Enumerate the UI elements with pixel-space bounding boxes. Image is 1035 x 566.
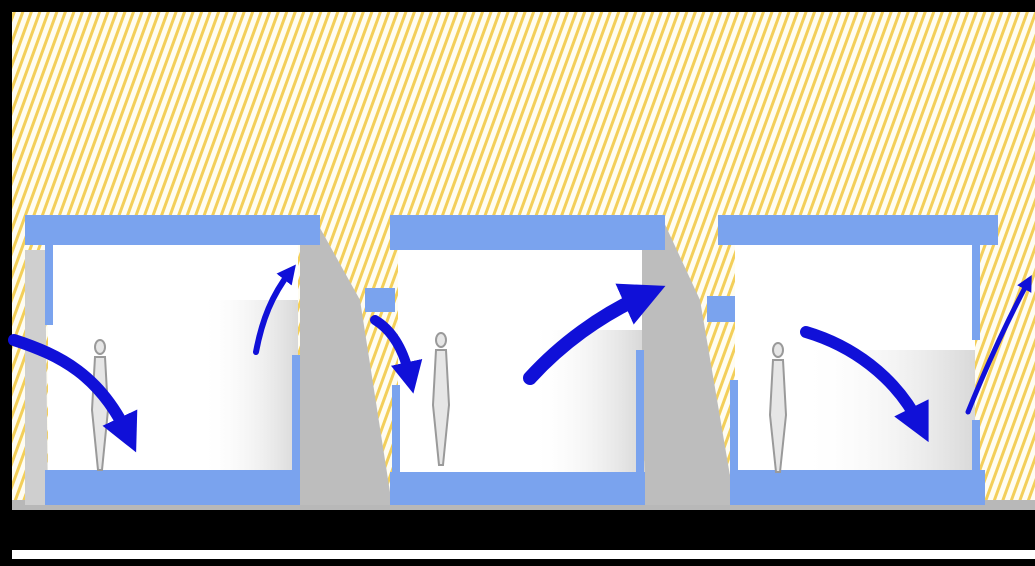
vent xyxy=(707,296,737,322)
wall xyxy=(292,355,300,470)
floor xyxy=(730,470,985,505)
roof xyxy=(390,215,665,250)
wall xyxy=(972,245,980,340)
bottom-strip xyxy=(12,550,1035,559)
arrow xyxy=(253,264,296,355)
roof xyxy=(25,215,320,245)
person-body xyxy=(431,349,451,466)
arrow xyxy=(8,334,138,453)
wall xyxy=(392,385,400,475)
person-head xyxy=(94,339,106,355)
wall xyxy=(972,420,980,470)
vent xyxy=(365,288,395,312)
arrow xyxy=(370,315,423,394)
roof-slope xyxy=(25,250,48,505)
building xyxy=(707,215,998,505)
arrow xyxy=(523,283,666,385)
arrow xyxy=(965,274,1032,415)
roof-slope xyxy=(300,228,392,505)
wall xyxy=(730,380,738,472)
airflow xyxy=(8,264,1032,453)
room-shade xyxy=(800,350,975,470)
arrow xyxy=(800,326,929,443)
wall xyxy=(45,245,53,325)
room-shade xyxy=(200,300,298,470)
wall xyxy=(636,350,644,472)
person-head xyxy=(772,342,784,358)
roof xyxy=(718,215,998,245)
person-body xyxy=(768,359,788,473)
building xyxy=(25,215,320,505)
floor xyxy=(390,472,645,505)
floor xyxy=(45,470,300,505)
person-head xyxy=(435,332,447,348)
